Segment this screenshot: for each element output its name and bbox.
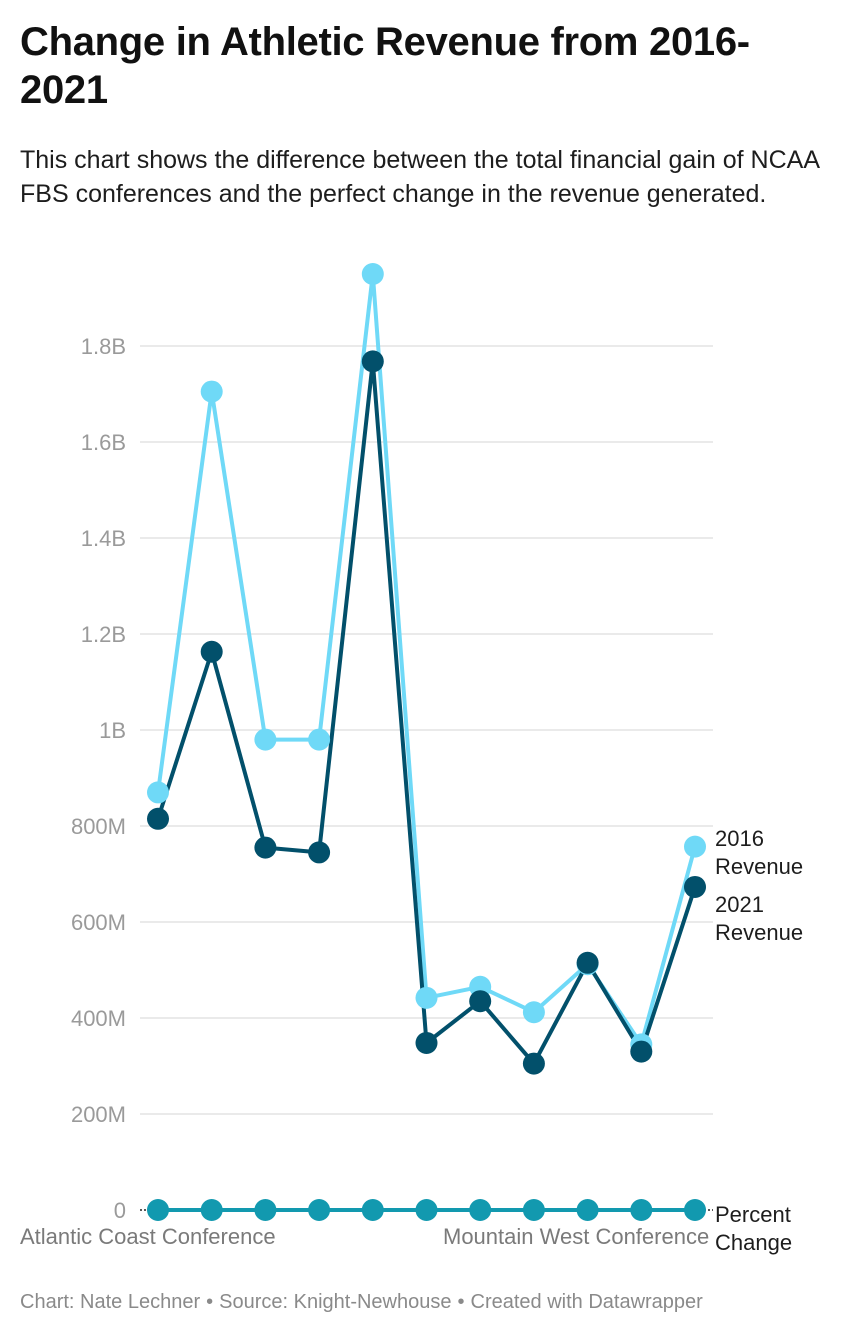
data-point — [361, 350, 384, 373]
chart-title: Change in Athletic Revenue from 2016-202… — [20, 20, 750, 112]
y-tick-label: 1.8B — [81, 334, 126, 359]
series-labels: 2016 Revenue 2021 Revenue Percent Change — [715, 826, 803, 1255]
data-point — [522, 1001, 545, 1024]
y-tick-label: 1B — [99, 718, 126, 743]
data-point — [684, 875, 706, 898]
data-point — [576, 951, 599, 974]
series-label-line: Revenue — [715, 920, 803, 945]
data-point — [254, 836, 277, 859]
footer-source: Source: Knight-Newhouse — [219, 1291, 452, 1313]
data-point — [308, 841, 331, 864]
series-label-line: Percent — [715, 1202, 791, 1227]
series-label: 2016 Revenue — [715, 826, 803, 879]
series-lines — [156, 272, 697, 1212]
y-tick-label: 600M — [71, 910, 126, 935]
y-tick-label: 1.4B — [81, 526, 126, 551]
data-point — [415, 1199, 438, 1221]
data-point — [200, 380, 223, 403]
y-tick-label: 0 — [114, 1198, 126, 1223]
data-point — [361, 263, 384, 285]
series-label-line: 2021 — [715, 892, 764, 917]
series-points — [147, 263, 706, 1221]
data-point — [308, 728, 331, 751]
data-point — [147, 1199, 169, 1221]
data-point — [200, 640, 223, 663]
data-point — [147, 807, 169, 830]
data-point — [361, 1199, 384, 1221]
series-line — [156, 272, 697, 1047]
y-tick-label: 800M — [71, 814, 126, 839]
data-point — [630, 1040, 653, 1063]
data-point — [469, 1199, 492, 1221]
series-label-line: Revenue — [715, 854, 803, 879]
data-point — [415, 986, 438, 1009]
data-point — [254, 1199, 277, 1221]
y-axis-tick-labels: 0 200M 400M 600M 800M 1B 1.2B 1.4B 1.6B 1.8B — [71, 334, 126, 1223]
data-point — [630, 1199, 653, 1221]
data-point — [684, 835, 706, 858]
series-label: Percent Change — [715, 1202, 792, 1255]
y-tick-label: 1.6B — [81, 430, 126, 455]
chart-footer: Chart: Nate Lechner • Source: Knight-Newho… — [20, 1291, 703, 1314]
data-point — [200, 1199, 223, 1221]
footer-separator: • — [206, 1291, 214, 1313]
data-point — [147, 781, 169, 804]
y-tick-label: 200M — [71, 1102, 126, 1127]
data-point — [576, 1199, 599, 1221]
data-point — [522, 1199, 545, 1221]
y-tick-label: 1.2B — [81, 622, 126, 647]
footer-separator: • — [457, 1291, 465, 1313]
data-point — [254, 728, 277, 751]
x-axis-tick-labels: Atlantic Coast Conference Mountain West C… — [20, 1224, 709, 1249]
footer-credit: Chart: Nate Lechner — [20, 1291, 201, 1313]
chart-subtitle: This chart shows the difference between … — [20, 146, 819, 208]
data-point — [415, 1031, 438, 1054]
series-label: 2021 Revenue — [715, 892, 803, 945]
footer-created-with: Created with Datawrapper — [470, 1291, 703, 1313]
data-point — [684, 1199, 706, 1221]
y-tick-label: 400M — [71, 1006, 126, 1031]
series-label-line: 2016 — [715, 826, 764, 851]
data-point — [308, 1199, 331, 1221]
series-line — [156, 359, 697, 1066]
data-point — [522, 1052, 545, 1075]
x-tick-label: Mountain West Conference — [443, 1224, 709, 1249]
data-point — [469, 990, 492, 1013]
series-label-line: Change — [715, 1230, 792, 1255]
x-tick-label: Atlantic Coast Conference — [20, 1224, 276, 1249]
